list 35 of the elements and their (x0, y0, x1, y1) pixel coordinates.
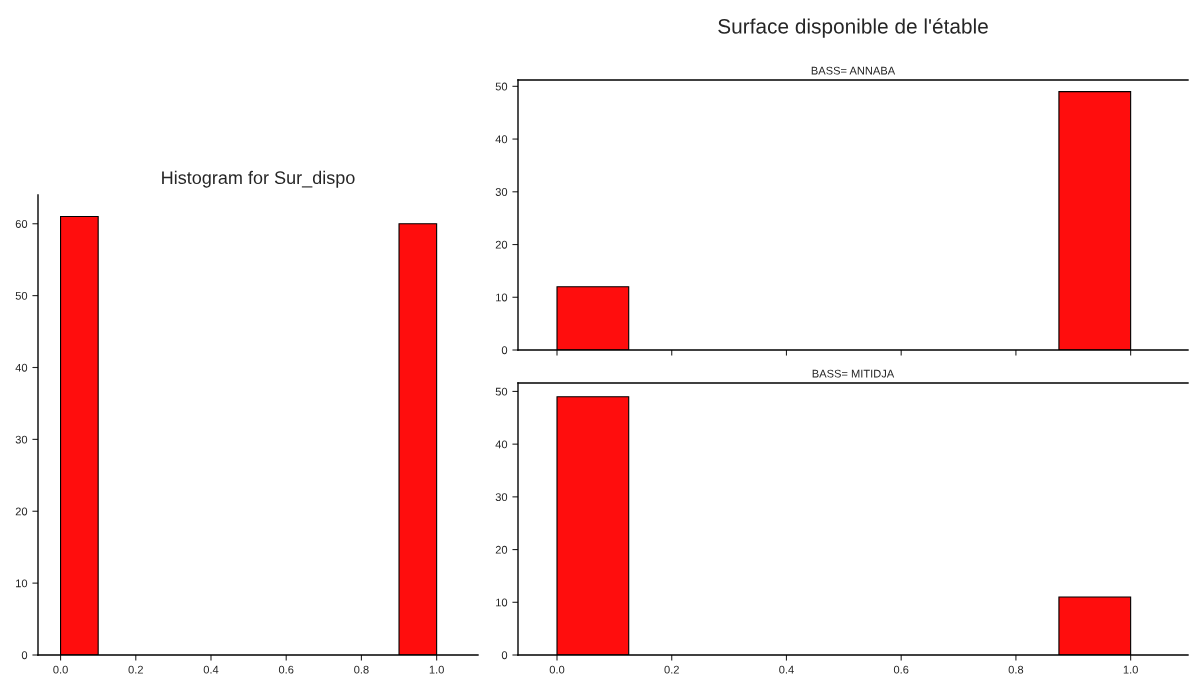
chart-subtitle: BASS= MITIDJA (812, 369, 895, 378)
x-tick-label: 0.8 (1008, 665, 1024, 674)
chart-subtitle: BASS= ANNABA (811, 66, 896, 75)
y-tick-label: 10 (16, 579, 28, 588)
y-tick-label: 0 (21, 651, 28, 660)
x-tick-label: 0.6 (893, 665, 909, 674)
x-tick-label: 0.0 (549, 665, 565, 674)
y-tick-label: 10 (496, 598, 508, 607)
chart-title: Surface disponible de l'étable (718, 18, 988, 38)
x-tick-label: 0.0 (53, 665, 68, 674)
y-tick-label: 20 (495, 545, 508, 554)
y-tick-label: 0 (501, 346, 508, 355)
y-tick-label: 60 (15, 220, 28, 228)
x-tick-label: 0.4 (779, 665, 794, 674)
chart-title: Histogram for Sur_dispo (162, 170, 355, 188)
x-tick-label: 0.6 (278, 665, 294, 674)
y-tick-label: 40 (15, 363, 28, 372)
y-tick-label: 40 (495, 135, 508, 144)
x-tick-label: 0.4 (203, 665, 219, 674)
y-tick-label: 20 (15, 507, 28, 516)
y-tick-label: 50 (15, 291, 28, 300)
y-tick-label: 30 (495, 188, 508, 196)
y-tick-label: 10 (496, 293, 508, 302)
y-tick-label: 50 (495, 82, 508, 91)
x-tick-label: 1.0 (1123, 665, 1138, 674)
x-tick-label: 0.2 (664, 665, 679, 674)
x-tick-label: 0.2 (128, 665, 143, 674)
y-tick-label: 40 (495, 440, 508, 449)
y-tick-label: 0 (501, 651, 508, 660)
y-tick-label: 30 (495, 493, 508, 501)
x-tick-label: 0.8 (354, 665, 369, 674)
y-tick-label: 50 (495, 387, 508, 396)
y-tick-label: 20 (495, 240, 508, 249)
y-tick-label: 30 (15, 435, 28, 444)
x-tick-label: 1.0 (429, 665, 444, 674)
